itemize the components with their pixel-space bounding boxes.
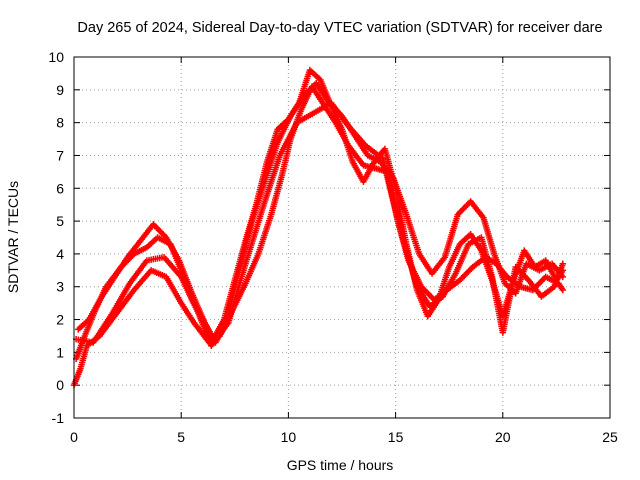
series-track-3 [75,80,567,346]
x-tick-label: 5 [177,429,185,445]
x-tick-label: 25 [602,429,618,445]
grid-lines [74,57,610,418]
y-tick-label: 10 [48,49,64,65]
data-points [70,66,567,389]
data-point [559,286,567,294]
data-point [559,260,567,267]
y-tick-label: 4 [56,246,64,262]
y-tick-label: -1 [52,410,65,426]
plot-frame [73,56,611,419]
chart-title: Day 265 of 2024, Sidereal Day-to-day VTE… [77,20,602,36]
axis-tick-labels: 0 5 10 15 20 25 -1 0 1 2 3 4 5 6 7 8 9 10 [48,49,618,445]
y-tick-label: 7 [56,147,64,163]
y-tick-label: 6 [56,180,64,196]
y-tick-label: 2 [56,312,64,328]
x-tick-label: 10 [281,429,297,445]
series-track-1 [70,83,567,389]
x-tick-label: 15 [388,429,404,445]
series-track-4 [72,99,567,349]
y-tick-label: 9 [56,82,64,98]
x-axis-label: GPS time / hours [287,457,394,473]
x-tick-label: 20 [495,429,511,445]
x-tick-label: 0 [70,429,78,445]
y-tick-label: 5 [56,213,64,229]
y-tick-label: 8 [56,115,64,131]
y-axis-label: SDTVAR / TECUs [5,181,21,293]
y-tick-label: 1 [56,344,64,360]
y-tick-label: 0 [56,377,64,393]
y-tick-label: 3 [56,279,64,295]
